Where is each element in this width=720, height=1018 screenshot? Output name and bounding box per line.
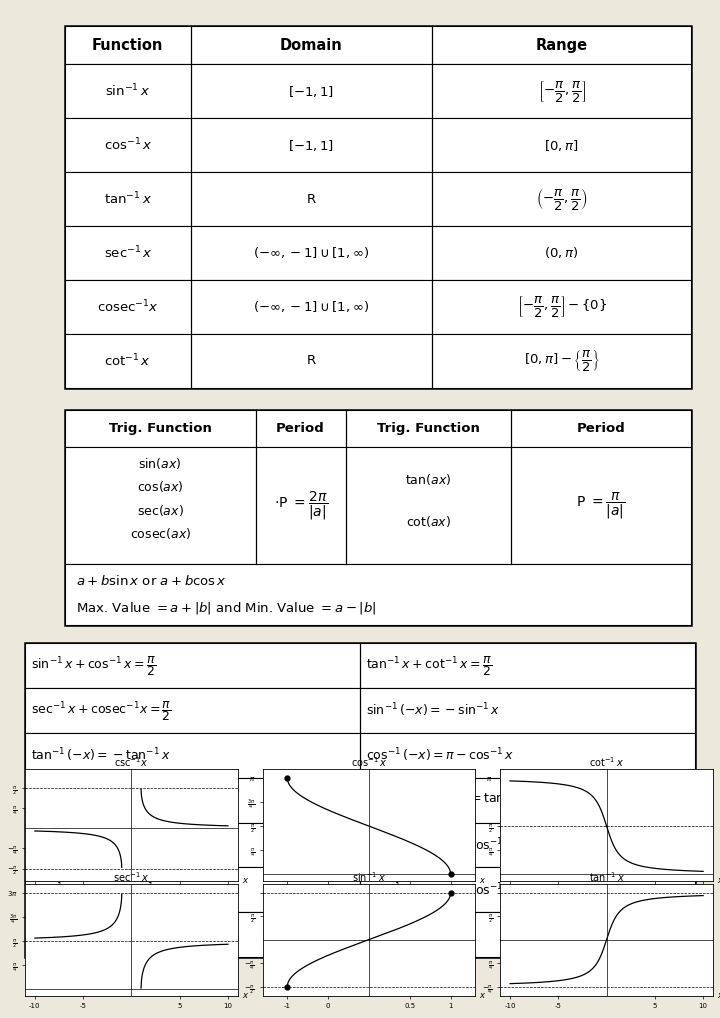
Title: $\cot^{-1}x$: $\cot^{-1}x$ xyxy=(589,754,624,769)
Title: $\sec^{-1}x$: $\sec^{-1}x$ xyxy=(113,869,150,884)
Text: $\sec^{-1}x$: $\sec^{-1}x$ xyxy=(104,244,152,262)
Bar xyxy=(65,26,691,64)
Text: $x$: $x$ xyxy=(717,876,720,885)
Bar xyxy=(65,410,691,625)
Text: $x$: $x$ xyxy=(480,992,487,1000)
Bar xyxy=(25,688,695,733)
Text: Function: Function xyxy=(92,38,163,53)
Bar xyxy=(25,643,695,957)
Text: $x$: $x$ xyxy=(242,876,249,885)
Text: $2\tan^{-1}x = \tan^{-1}\!\left(\dfrac{2x}{1-x^2}\right)$: $2\tan^{-1}x = \tan^{-1}\!\left(\dfrac{2… xyxy=(31,831,185,859)
Text: $\cos^{-1}x$: $\cos^{-1}x$ xyxy=(104,136,152,154)
Bar xyxy=(25,778,695,823)
Text: $\sec^{-1}x + \mathrm{cosec}^{-1}x = \dfrac{\pi}{2}$: $\sec^{-1}x + \mathrm{cosec}^{-1}x = \df… xyxy=(31,698,172,723)
Text: $\cos(ax)$: $\cos(ax)$ xyxy=(137,479,184,494)
Text: Range: Range xyxy=(536,38,588,53)
Text: P $=\dfrac{\pi}{|a|}$: P $=\dfrac{\pi}{|a|}$ xyxy=(577,491,626,520)
Text: Period: Period xyxy=(276,422,325,435)
Text: $\tan^{-1}(-x) = -\tan^{-1}x$: $\tan^{-1}(-x) = -\tan^{-1}x$ xyxy=(31,746,171,765)
Bar xyxy=(25,643,695,688)
Bar xyxy=(65,64,691,118)
Bar xyxy=(25,823,695,867)
Bar xyxy=(65,334,691,388)
Title: $\sin^{-1}x$: $\sin^{-1}x$ xyxy=(352,869,386,884)
Text: $[-1,1]$: $[-1,1]$ xyxy=(289,83,334,99)
Text: $x$: $x$ xyxy=(717,992,720,1000)
Bar xyxy=(65,118,691,172)
Text: $\sec(ax)$: $\sec(ax)$ xyxy=(137,503,184,517)
Text: $\cos^{-1}(-x) = \pi - \cos^{-1}x$: $\cos^{-1}(-x) = \pi - \cos^{-1}x$ xyxy=(366,836,514,854)
Text: $\tan(ax)$: $\tan(ax)$ xyxy=(405,472,451,488)
Bar xyxy=(25,867,695,912)
Bar xyxy=(25,912,695,957)
Bar xyxy=(65,280,691,334)
Text: $\tan^{-1}x + \cot^{-1}x = \dfrac{\pi}{2}$: $\tan^{-1}x + \cot^{-1}x = \dfrac{\pi}{2… xyxy=(366,654,492,678)
Text: $[0,\pi]-\left\{\dfrac{\pi}{2}\right\}$: $[0,\pi]-\left\{\dfrac{\pi}{2}\right\}$ xyxy=(523,348,600,374)
Text: $\cot(ax)$: $\cot(ax)$ xyxy=(406,514,451,529)
Text: $\sin^{-1}x$: $\sin^{-1}x$ xyxy=(105,82,150,100)
Bar xyxy=(65,26,691,388)
Title: $\mathrm{csc}^{-1}x$: $\mathrm{csc}^{-1}x$ xyxy=(114,754,148,769)
Text: Max. Value $= a + |b|$ and Min. Value $= a - |b|$: Max. Value $= a + |b|$ and Min. Value $=… xyxy=(76,600,377,616)
Text: $x$: $x$ xyxy=(480,876,487,885)
Text: $\cos^{-1}(-x) = \pi - \cos^{-1}x$: $\cos^{-1}(-x) = \pi - \cos^{-1}x$ xyxy=(366,881,514,899)
Bar xyxy=(65,564,691,625)
Text: $\mathrm{cosec}(ax)$: $\mathrm{cosec}(ax)$ xyxy=(130,526,191,541)
Bar xyxy=(65,172,691,226)
Text: $[0,\pi]$: $[0,\pi]$ xyxy=(544,137,579,153)
Text: $\tan^{-1}x + \tan^{-1}y = \tan^{-1}\!\left(\dfrac{x+y}{1-xy}\right)$: $\tan^{-1}x + \tan^{-1}y = \tan^{-1}\!\l… xyxy=(31,785,237,815)
Text: $\tan^{-1}(-x) = -\tan^{-1}x$: $\tan^{-1}(-x) = -\tan^{-1}x$ xyxy=(31,925,171,944)
Text: $\cdot$P $=\dfrac{2\pi}{|a|}$: $\cdot$P $=\dfrac{2\pi}{|a|}$ xyxy=(274,490,328,521)
Text: $\sin^{-1}(-x) = -\sin^{-1}x$: $\sin^{-1}(-x) = -\sin^{-1}x$ xyxy=(366,701,500,720)
Text: $\tan^{-1}x - \tan^{-1}y = \tan^{-1}\!\left(\dfrac{x-y}{1+xy}\right)$: $\tan^{-1}x - \tan^{-1}y = \tan^{-1}\!\l… xyxy=(366,785,572,815)
Text: Domain: Domain xyxy=(280,38,343,53)
Text: $\sin(ax)$: $\sin(ax)$ xyxy=(138,456,182,470)
Title: $\tan^{-1}x$: $\tan^{-1}x$ xyxy=(589,869,624,884)
Text: Trig. Function: Trig. Function xyxy=(109,422,212,435)
Text: $\left[-\dfrac{\pi}{2},\dfrac{\pi}{2}\right]$: $\left[-\dfrac{\pi}{2},\dfrac{\pi}{2}\ri… xyxy=(538,78,585,104)
Text: $\cos^{-1}(-x) = \pi - \cos^{-1}x$: $\cos^{-1}(-x) = \pi - \cos^{-1}x$ xyxy=(366,746,514,765)
Title: $\cos^{-1}x$: $\cos^{-1}x$ xyxy=(351,754,387,769)
Bar xyxy=(65,226,691,280)
Text: $\left[-\dfrac{\pi}{2},\dfrac{\pi}{2}\right]-\{0\}$: $\left[-\dfrac{\pi}{2},\dfrac{\pi}{2}\ri… xyxy=(516,294,607,320)
Text: $\sin^{-1}x + \cos^{-1}x = \dfrac{\pi}{2}$: $\sin^{-1}x + \cos^{-1}x = \dfrac{\pi}{2… xyxy=(31,654,156,678)
Bar xyxy=(25,733,695,778)
Text: $\cot^{-1}x$: $\cot^{-1}x$ xyxy=(104,352,151,370)
Text: Trig. Function: Trig. Function xyxy=(377,422,480,435)
Text: $(-\infty,-1]\cup[1,\infty)$: $(-\infty,-1]\cup[1,\infty)$ xyxy=(253,299,369,315)
Text: $[-1,1]$: $[-1,1]$ xyxy=(289,137,334,153)
Bar xyxy=(65,410,691,447)
Text: $\left(-\dfrac{\pi}{2},\dfrac{\pi}{2}\right)$: $\left(-\dfrac{\pi}{2},\dfrac{\pi}{2}\ri… xyxy=(536,186,588,212)
Text: R: R xyxy=(307,192,316,206)
Text: $\tan^{-1}x$: $\tan^{-1}x$ xyxy=(104,190,152,208)
Text: $\mathrm{cosec}^{-1}x$: $\mathrm{cosec}^{-1}x$ xyxy=(97,298,158,316)
Text: Period: Period xyxy=(577,422,626,435)
Text: $x$: $x$ xyxy=(242,992,249,1000)
Text: R: R xyxy=(307,354,316,367)
Bar xyxy=(65,447,691,564)
Text: $a + b\sin x$ or $a + b\cos x$: $a + b\sin x$ or $a + b\cos x$ xyxy=(76,574,227,588)
Text: $(-\infty,-1]\cup[1,\infty)$: $(-\infty,-1]\cup[1,\infty)$ xyxy=(253,245,369,261)
Text: $(0,\pi)$: $(0,\pi)$ xyxy=(544,245,579,261)
Text: $\sin^{-1}(-x) = -\sin^{-1}x$: $\sin^{-1}(-x) = -\sin^{-1}x$ xyxy=(31,881,166,899)
